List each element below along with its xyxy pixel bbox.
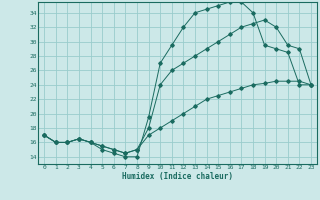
X-axis label: Humidex (Indice chaleur): Humidex (Indice chaleur) xyxy=(122,172,233,181)
